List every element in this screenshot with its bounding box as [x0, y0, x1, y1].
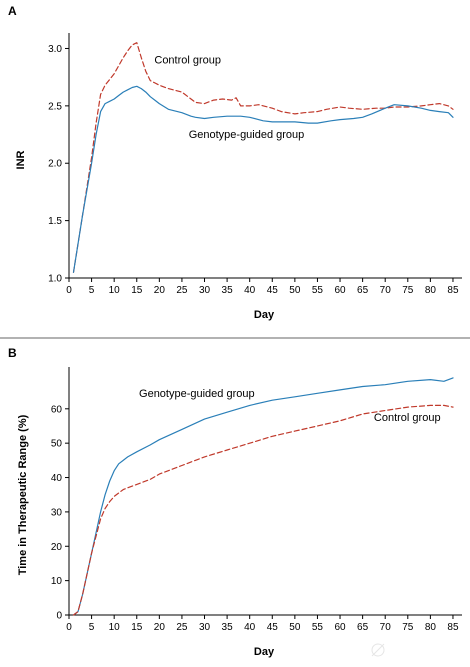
y-tick-label-pb: 30	[51, 507, 63, 518]
plot-area-b: 0 5 10 15 20 25 30 35 40 45 50 55 60 65 70 75 80 85 0 10 20 3…	[51, 367, 462, 633]
x-tick-label-pb: 75	[402, 622, 414, 633]
x-tick-label-pb: 60	[334, 622, 346, 633]
series-line-genotype-pa	[72, 85, 454, 273]
x-tick-label-pb: 55	[312, 622, 324, 633]
series-line-genotype-pb	[72, 377, 454, 616]
x-tick-label-pa: 85	[447, 285, 459, 296]
series-label-pa: Control group	[154, 54, 221, 66]
plot-area-a: 0 5 10 15 20 25 30 35 40 45 50 55 60 65 70 75 80 85 1.0 1.5…	[48, 33, 462, 296]
watermark-logo	[371, 643, 385, 657]
x-tick-label-pa: 35	[222, 285, 234, 296]
x-tick-label-pb: 25	[176, 622, 188, 633]
x-axis-title-b: Day	[254, 646, 275, 658]
x-tick-label-pb: 65	[357, 622, 369, 633]
x-tick-label-pa: 10	[109, 285, 121, 296]
y-tick-label-pb: 10	[51, 576, 63, 587]
x-tick-label-pa: 75	[402, 285, 414, 296]
x-axis-title-a: Day	[254, 309, 275, 321]
x-tick-label-pb: 70	[380, 622, 392, 633]
x-tick-label-pa: 55	[312, 285, 324, 296]
chart-panel-b: B 0 5 10 15 20 25 30 35 40 45 50 55 60 65 70 75 80 85 0 10 2…	[8, 346, 462, 658]
y-tick-label-pb: 40	[51, 473, 63, 484]
y-tick-label-pb: 50	[51, 439, 63, 450]
x-tick-label-pb: 85	[447, 622, 459, 633]
x-tick-label-pa: 60	[334, 285, 346, 296]
x-tick-label-pb: 15	[131, 622, 143, 633]
panel-letter-b: B	[8, 346, 17, 360]
series-line-control-pb	[72, 404, 454, 616]
x-tick-label-pb: 45	[267, 622, 279, 633]
chart-panel-a: A 0 5 10 15 20 25 30 35 40 45 50 55 60 65 70 75 80 85 1.0 1…	[8, 4, 462, 321]
x-tick-label-pa: 65	[357, 285, 369, 296]
series-label-pb: Control group	[374, 412, 441, 424]
y-tick-label-pa: 2.5	[48, 101, 62, 112]
x-tick-label-pb: 30	[199, 622, 211, 633]
x-tick-label-pb: 80	[425, 622, 437, 633]
x-tick-label-pa: 5	[89, 285, 95, 296]
x-tick-label-pa: 15	[131, 285, 143, 296]
x-tick-label-pb: 35	[222, 622, 234, 633]
x-tick-label-pa: 40	[244, 285, 256, 296]
x-tick-label-pa: 30	[199, 285, 211, 296]
series-label-pa: Genotype-guided group	[189, 129, 305, 141]
x-tick-label-pa: 45	[267, 285, 279, 296]
x-tick-label-pb: 40	[244, 622, 256, 633]
series-label-pb: Genotype-guided group	[139, 388, 255, 400]
y-axis-title-a: INR	[15, 150, 27, 169]
x-tick-label-pa: 20	[154, 285, 166, 296]
y-tick-label-pa: 1.5	[48, 216, 62, 227]
x-tick-label-pa: 80	[425, 285, 437, 296]
x-tick-label-pa: 70	[380, 285, 392, 296]
x-tick-label-pb: 20	[154, 622, 166, 633]
y-tick-label-pb: 0	[56, 611, 62, 622]
panel-letter-a: A	[8, 4, 17, 18]
y-tick-label-pb: 60	[51, 404, 63, 415]
y-tick-label-pa: 2.0	[48, 159, 62, 170]
x-tick-label-pb: 0	[66, 622, 72, 633]
x-tick-label-pa: 50	[289, 285, 301, 296]
x-tick-label-pa: 25	[176, 285, 188, 296]
x-tick-label-pb: 50	[289, 622, 301, 633]
y-tick-label-pa: 1.0	[48, 274, 62, 285]
x-tick-label-pb: 5	[89, 622, 95, 633]
y-tick-label-pa: 3.0	[48, 44, 62, 55]
series-line-control-pa	[72, 42, 454, 273]
x-tick-label-pa: 0	[66, 285, 72, 296]
y-tick-label-pb: 20	[51, 542, 63, 553]
x-tick-label-pb: 10	[109, 622, 121, 633]
y-axis-title-b: Time in Therapeutic Range (%)	[17, 414, 29, 575]
